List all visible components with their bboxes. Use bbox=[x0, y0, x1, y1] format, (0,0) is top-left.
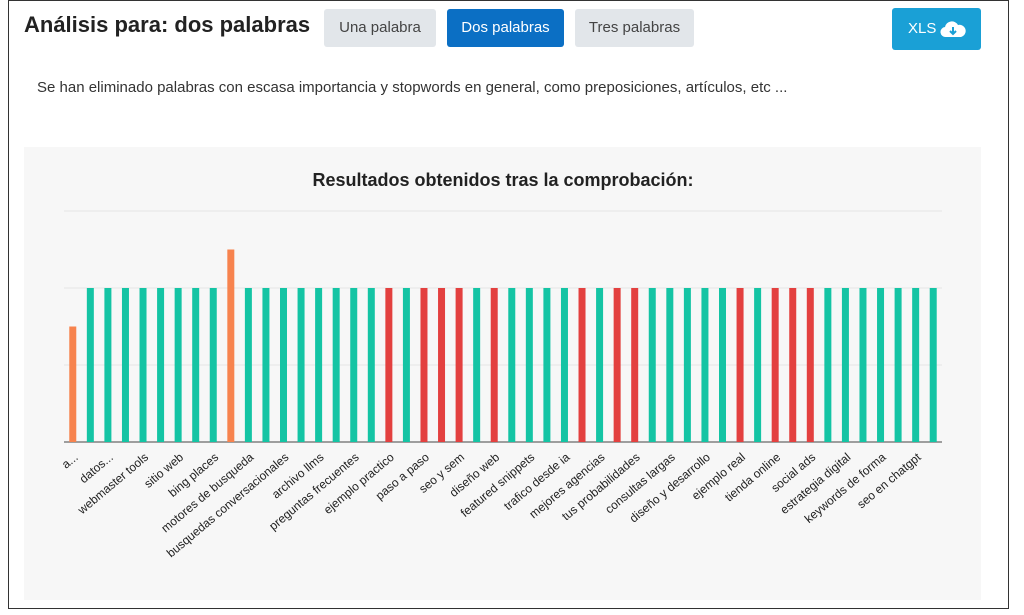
bar bbox=[701, 288, 709, 442]
chart: Resultados obtenidos tras la comprobació… bbox=[59, 170, 942, 560]
bar bbox=[859, 288, 867, 442]
bar bbox=[508, 288, 516, 442]
bar bbox=[262, 288, 270, 442]
bar bbox=[139, 288, 147, 442]
bar bbox=[227, 249, 235, 442]
bar bbox=[297, 288, 305, 442]
page-title: Análisis para: dos palabras bbox=[24, 12, 311, 37]
bar bbox=[244, 288, 252, 442]
bar bbox=[332, 288, 340, 442]
bar bbox=[104, 288, 112, 442]
bar bbox=[402, 288, 410, 442]
bar bbox=[420, 288, 428, 442]
bar bbox=[192, 288, 200, 442]
bar bbox=[174, 288, 182, 442]
bar bbox=[719, 288, 726, 442]
bar bbox=[157, 288, 165, 442]
bar bbox=[455, 288, 463, 442]
bar bbox=[121, 288, 129, 442]
bar bbox=[806, 288, 814, 442]
bar bbox=[560, 288, 568, 442]
bar bbox=[929, 288, 937, 442]
note: Se han eliminado palabras con escasa imp… bbox=[37, 79, 788, 96]
x-tick-label: a... bbox=[59, 450, 81, 471]
export-label: XLS bbox=[908, 20, 937, 37]
cloud-icon bbox=[940, 21, 966, 38]
bar bbox=[315, 288, 323, 442]
bar bbox=[841, 288, 849, 442]
bar bbox=[86, 288, 94, 442]
bar bbox=[69, 326, 77, 442]
bar bbox=[789, 288, 797, 442]
bar bbox=[209, 288, 217, 442]
bar bbox=[754, 288, 762, 442]
chart-panel: Resultados obtenidos tras la comprobació… bbox=[24, 147, 981, 600]
bar bbox=[613, 288, 621, 442]
page bbox=[8, 0, 1009, 609]
bar bbox=[648, 288, 656, 442]
chart-title: Resultados obtenidos tras la comprobació… bbox=[312, 170, 693, 190]
bar bbox=[543, 288, 551, 442]
bar bbox=[596, 288, 604, 442]
bar bbox=[877, 288, 885, 442]
bar bbox=[385, 288, 393, 442]
tab[interactable]: Tres palabras bbox=[575, 9, 694, 47]
bar bbox=[350, 288, 358, 442]
bar bbox=[736, 288, 744, 442]
bar bbox=[280, 288, 287, 442]
bar bbox=[683, 288, 691, 442]
bar bbox=[490, 288, 498, 442]
bar bbox=[771, 288, 779, 442]
bar bbox=[666, 288, 674, 442]
tab[interactable]: Una palabra bbox=[324, 9, 436, 47]
tab-active[interactable]: Dos palabras bbox=[447, 9, 564, 47]
bar bbox=[578, 288, 586, 442]
bar bbox=[438, 288, 446, 442]
bar bbox=[473, 288, 481, 442]
export-button[interactable]: XLS bbox=[892, 8, 981, 50]
bar bbox=[631, 288, 639, 442]
bar bbox=[912, 288, 920, 442]
bar bbox=[525, 288, 533, 442]
bar bbox=[824, 288, 832, 442]
bar bbox=[894, 288, 902, 442]
bar bbox=[367, 288, 375, 442]
